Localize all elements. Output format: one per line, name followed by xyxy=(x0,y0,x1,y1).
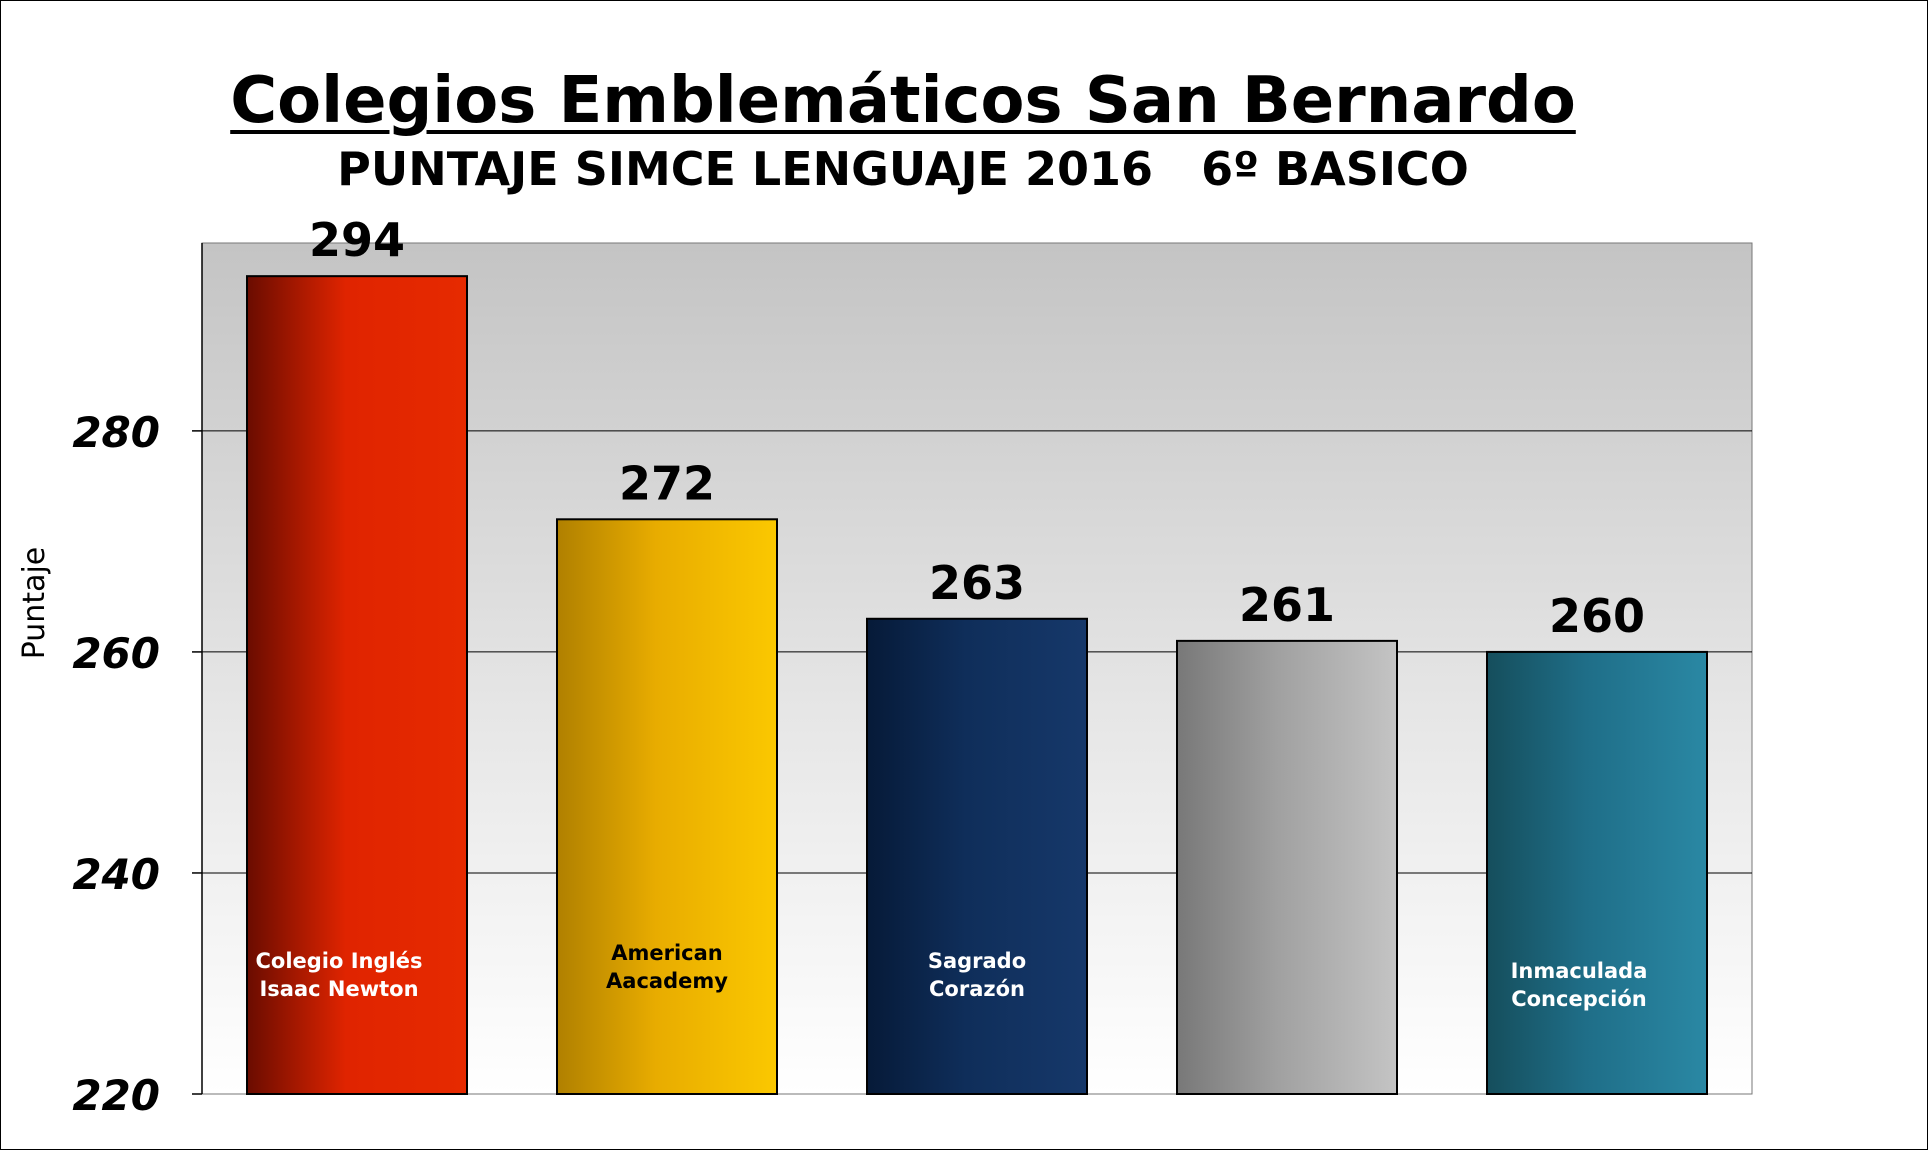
bar-value-label: 261 xyxy=(1239,578,1335,632)
bar-category-label: Corazón xyxy=(929,977,1025,1001)
bar-category-label: Inmaculada xyxy=(1511,959,1648,983)
bar xyxy=(866,617,1088,1095)
bar-category-label: American xyxy=(611,941,723,965)
bars: 294 Colegio Inglés Isaac Newton 272 American… xyxy=(246,213,1708,1096)
y-tick-label: 260 xyxy=(72,629,160,678)
bar xyxy=(246,275,468,1096)
bar-category-label: Isaac Newton xyxy=(259,977,418,1001)
bar-category-label: Aacademy xyxy=(606,969,728,993)
bar-value-label: 260 xyxy=(1549,589,1645,643)
bar xyxy=(1176,639,1398,1095)
bar-category-label: Sagrado xyxy=(928,949,1026,973)
bar-value-label: 263 xyxy=(929,556,1025,610)
chart-title: Colegios Emblemáticos San Bernardo xyxy=(230,64,1576,138)
y-axis-ticks: 220 240 260 280 xyxy=(72,243,203,1120)
bar-category-label: Colegio Inglés xyxy=(256,949,423,973)
chart-subtitle: PUNTAJE SIMCE LENGUAJE 2016 6º BASICO xyxy=(337,142,1469,196)
y-tick-label: 240 xyxy=(72,850,160,899)
bar-value-label: 272 xyxy=(619,456,715,510)
y-tick-label: 280 xyxy=(72,408,160,457)
y-tick-label: 220 xyxy=(72,1071,160,1120)
bar xyxy=(556,518,778,1095)
bar-category-label: Concepción xyxy=(1511,987,1647,1011)
bar xyxy=(1486,650,1708,1095)
bar-value-label: 294 xyxy=(309,213,405,267)
y-axis-label: Puntaje xyxy=(17,547,52,660)
